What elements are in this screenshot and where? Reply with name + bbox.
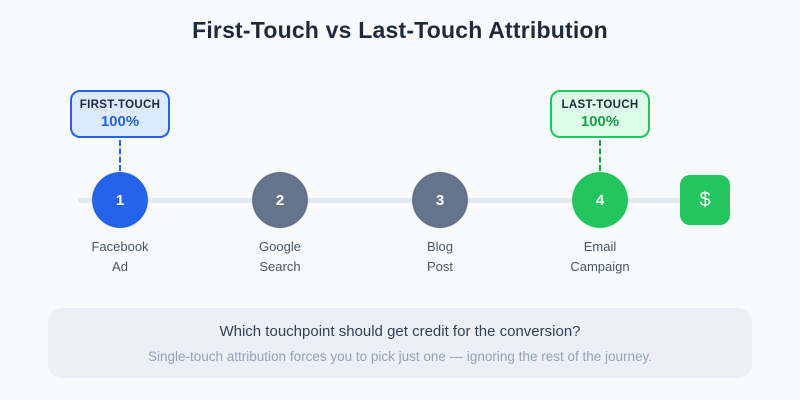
step-circle-4: 4 <box>572 172 628 228</box>
last-touch-connector-line <box>599 140 601 171</box>
first-touch-badge: FIRST-TOUCH 100% <box>70 90 170 138</box>
step-circle-1: 1 <box>92 172 148 228</box>
step-number-4: 4 <box>595 191 605 209</box>
dollar-icon: $ <box>699 188 711 211</box>
first-touch-badge-label: FIRST-TOUCH <box>79 98 161 111</box>
timeline-track <box>78 198 682 203</box>
footer-note-box: Which touchpoint should get credit for t… <box>48 308 752 378</box>
step-label-google-search: Google Search <box>259 239 301 274</box>
step-number-3: 3 <box>435 191 445 209</box>
conversion-box: $ <box>680 175 730 225</box>
step-label-blog-post: Blog Post <box>426 239 454 274</box>
step-label-email-campaign: Email Campaign <box>570 239 630 274</box>
last-touch-badge: LAST-TOUCH 100% <box>550 90 650 138</box>
first-touch-connector-line <box>119 140 121 171</box>
first-touch-badge-value: 100% <box>100 112 140 130</box>
last-touch-badge-value: 100% <box>580 112 620 130</box>
last-touch-badge-label: LAST-TOUCH <box>561 98 639 111</box>
footer-subtext: Single-touch attribution forces you to p… <box>147 348 653 364</box>
step-circle-2: 2 <box>252 172 308 228</box>
footer-question: Which touchpoint should get credit for t… <box>219 322 581 340</box>
step-label-facebook-ad: Facebook Ad <box>91 239 149 274</box>
step-circle-3: 3 <box>412 172 468 228</box>
page-title: First-Touch vs Last-Touch Attribution <box>192 17 608 43</box>
step-number-1: 1 <box>115 191 125 209</box>
step-number-2: 2 <box>275 191 285 209</box>
